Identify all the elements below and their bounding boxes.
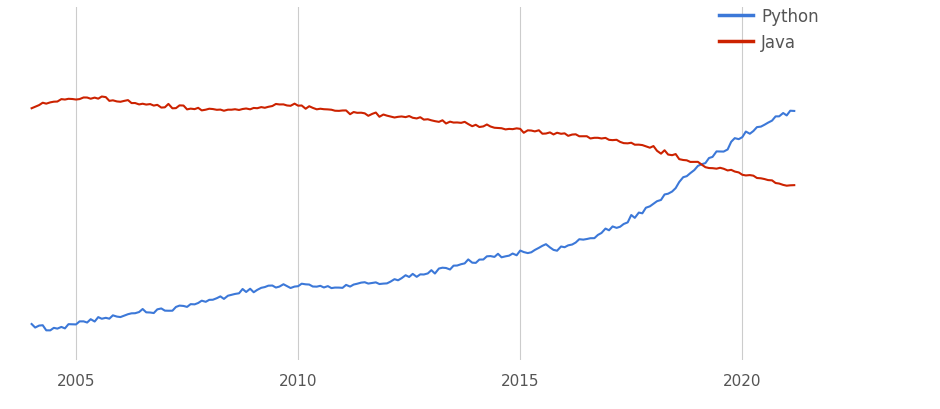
Python xyxy=(241,290,252,295)
Python xyxy=(511,253,523,258)
Java xyxy=(607,138,619,143)
Python xyxy=(789,109,800,114)
Java xyxy=(789,183,800,188)
Legend: Python, Java: Python, Java xyxy=(713,1,825,58)
Java xyxy=(781,184,792,189)
Python xyxy=(655,198,666,203)
Line: Python: Python xyxy=(32,111,794,330)
Java xyxy=(666,153,678,158)
Line: Java: Java xyxy=(32,97,794,186)
Python xyxy=(785,109,796,114)
Java xyxy=(511,126,523,131)
Java xyxy=(96,95,107,100)
Python xyxy=(44,328,55,333)
Java xyxy=(655,152,666,157)
Python xyxy=(733,137,744,142)
Java xyxy=(733,171,744,175)
Python xyxy=(26,322,38,327)
Python xyxy=(666,190,678,195)
Java xyxy=(241,107,252,112)
Python xyxy=(607,225,619,229)
Java xyxy=(26,106,38,111)
